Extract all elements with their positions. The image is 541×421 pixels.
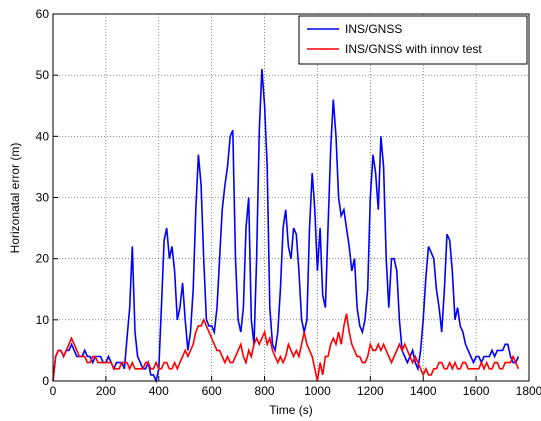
y-tick-label: 0 [42, 374, 49, 388]
x-axis-label: Time (s) [269, 403, 313, 417]
x-tick-label: 1400 [410, 384, 437, 398]
series-line [52, 69, 520, 384]
x-tick-label: 1600 [463, 384, 490, 398]
x-tick-label: 1800 [516, 384, 541, 398]
y-tick-label: 50 [36, 68, 50, 82]
x-tick-label: 800 [255, 384, 275, 398]
x-tick-label: 1000 [304, 384, 331, 398]
y-axis-label: Horizonatal error (m) [8, 143, 22, 254]
legend-label: INS/GNSS [345, 22, 402, 36]
x-tick-label: 1200 [357, 384, 384, 398]
y-tick-label: 40 [36, 129, 50, 143]
x-tick-label: 200 [96, 384, 116, 398]
x-tick-label: 0 [50, 384, 57, 398]
legend-box [298, 15, 528, 65]
series-line [52, 313, 520, 382]
y-tick-label: 20 [36, 252, 50, 266]
y-tick-label: 60 [36, 7, 50, 21]
y-tick-label: 30 [36, 191, 50, 205]
legend-label: INS/GNSS with innov test [345, 42, 482, 56]
y-tick-label: 10 [36, 313, 50, 327]
x-tick-label: 600 [202, 384, 222, 398]
x-tick-label: 400 [149, 384, 169, 398]
plot-frame [52, 13, 530, 382]
